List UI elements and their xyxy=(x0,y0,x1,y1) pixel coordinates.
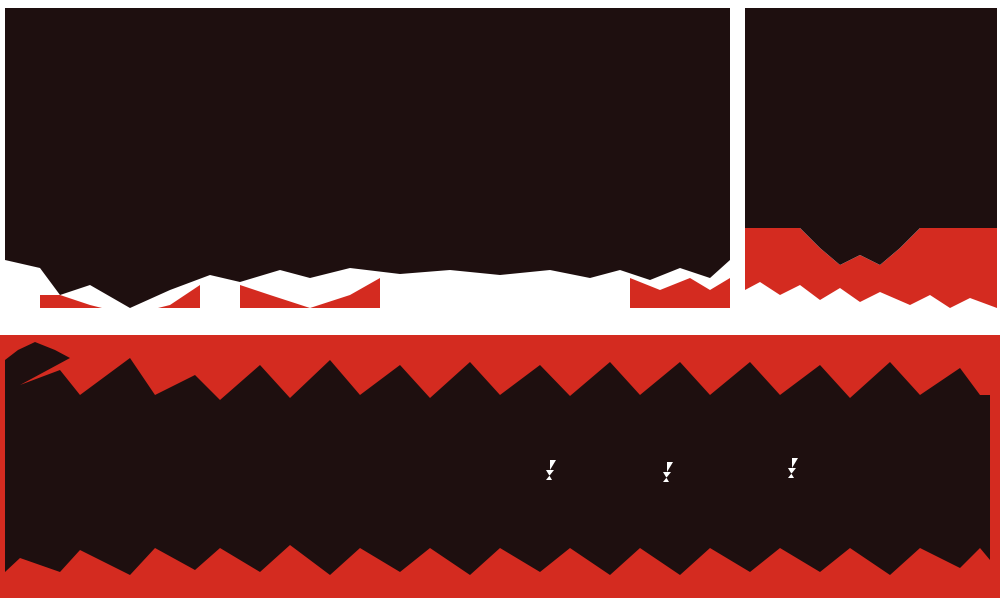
Bar xyxy=(0,335,1000,598)
Polygon shape xyxy=(5,342,990,598)
Polygon shape xyxy=(745,8,997,265)
Polygon shape xyxy=(40,285,200,315)
Polygon shape xyxy=(546,460,556,480)
Polygon shape xyxy=(630,278,730,315)
Bar xyxy=(0,308,1000,335)
Polygon shape xyxy=(240,278,380,315)
Polygon shape xyxy=(788,458,798,478)
Polygon shape xyxy=(5,8,730,308)
Polygon shape xyxy=(663,462,673,482)
Polygon shape xyxy=(745,228,997,308)
